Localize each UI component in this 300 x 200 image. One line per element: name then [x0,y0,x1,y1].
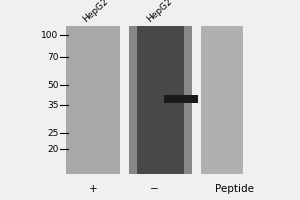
Bar [66,26,120,174]
Text: HepG2: HepG2 [82,0,110,24]
Text: Peptide: Peptide [214,184,254,194]
Text: HepG2: HepG2 [145,0,174,24]
Text: 100: 100 [41,30,58,40]
Text: 25: 25 [47,129,58,138]
Text: +: + [89,184,97,194]
Text: −: − [150,184,159,194]
Bar [201,26,243,174]
Text: 20: 20 [47,144,58,154]
Text: 50: 50 [47,81,58,90]
Bar [129,26,136,174]
Bar [136,26,184,174]
Bar [184,26,192,174]
Text: 70: 70 [47,52,58,62]
Text: 35: 35 [47,100,58,110]
Bar [164,95,198,103]
